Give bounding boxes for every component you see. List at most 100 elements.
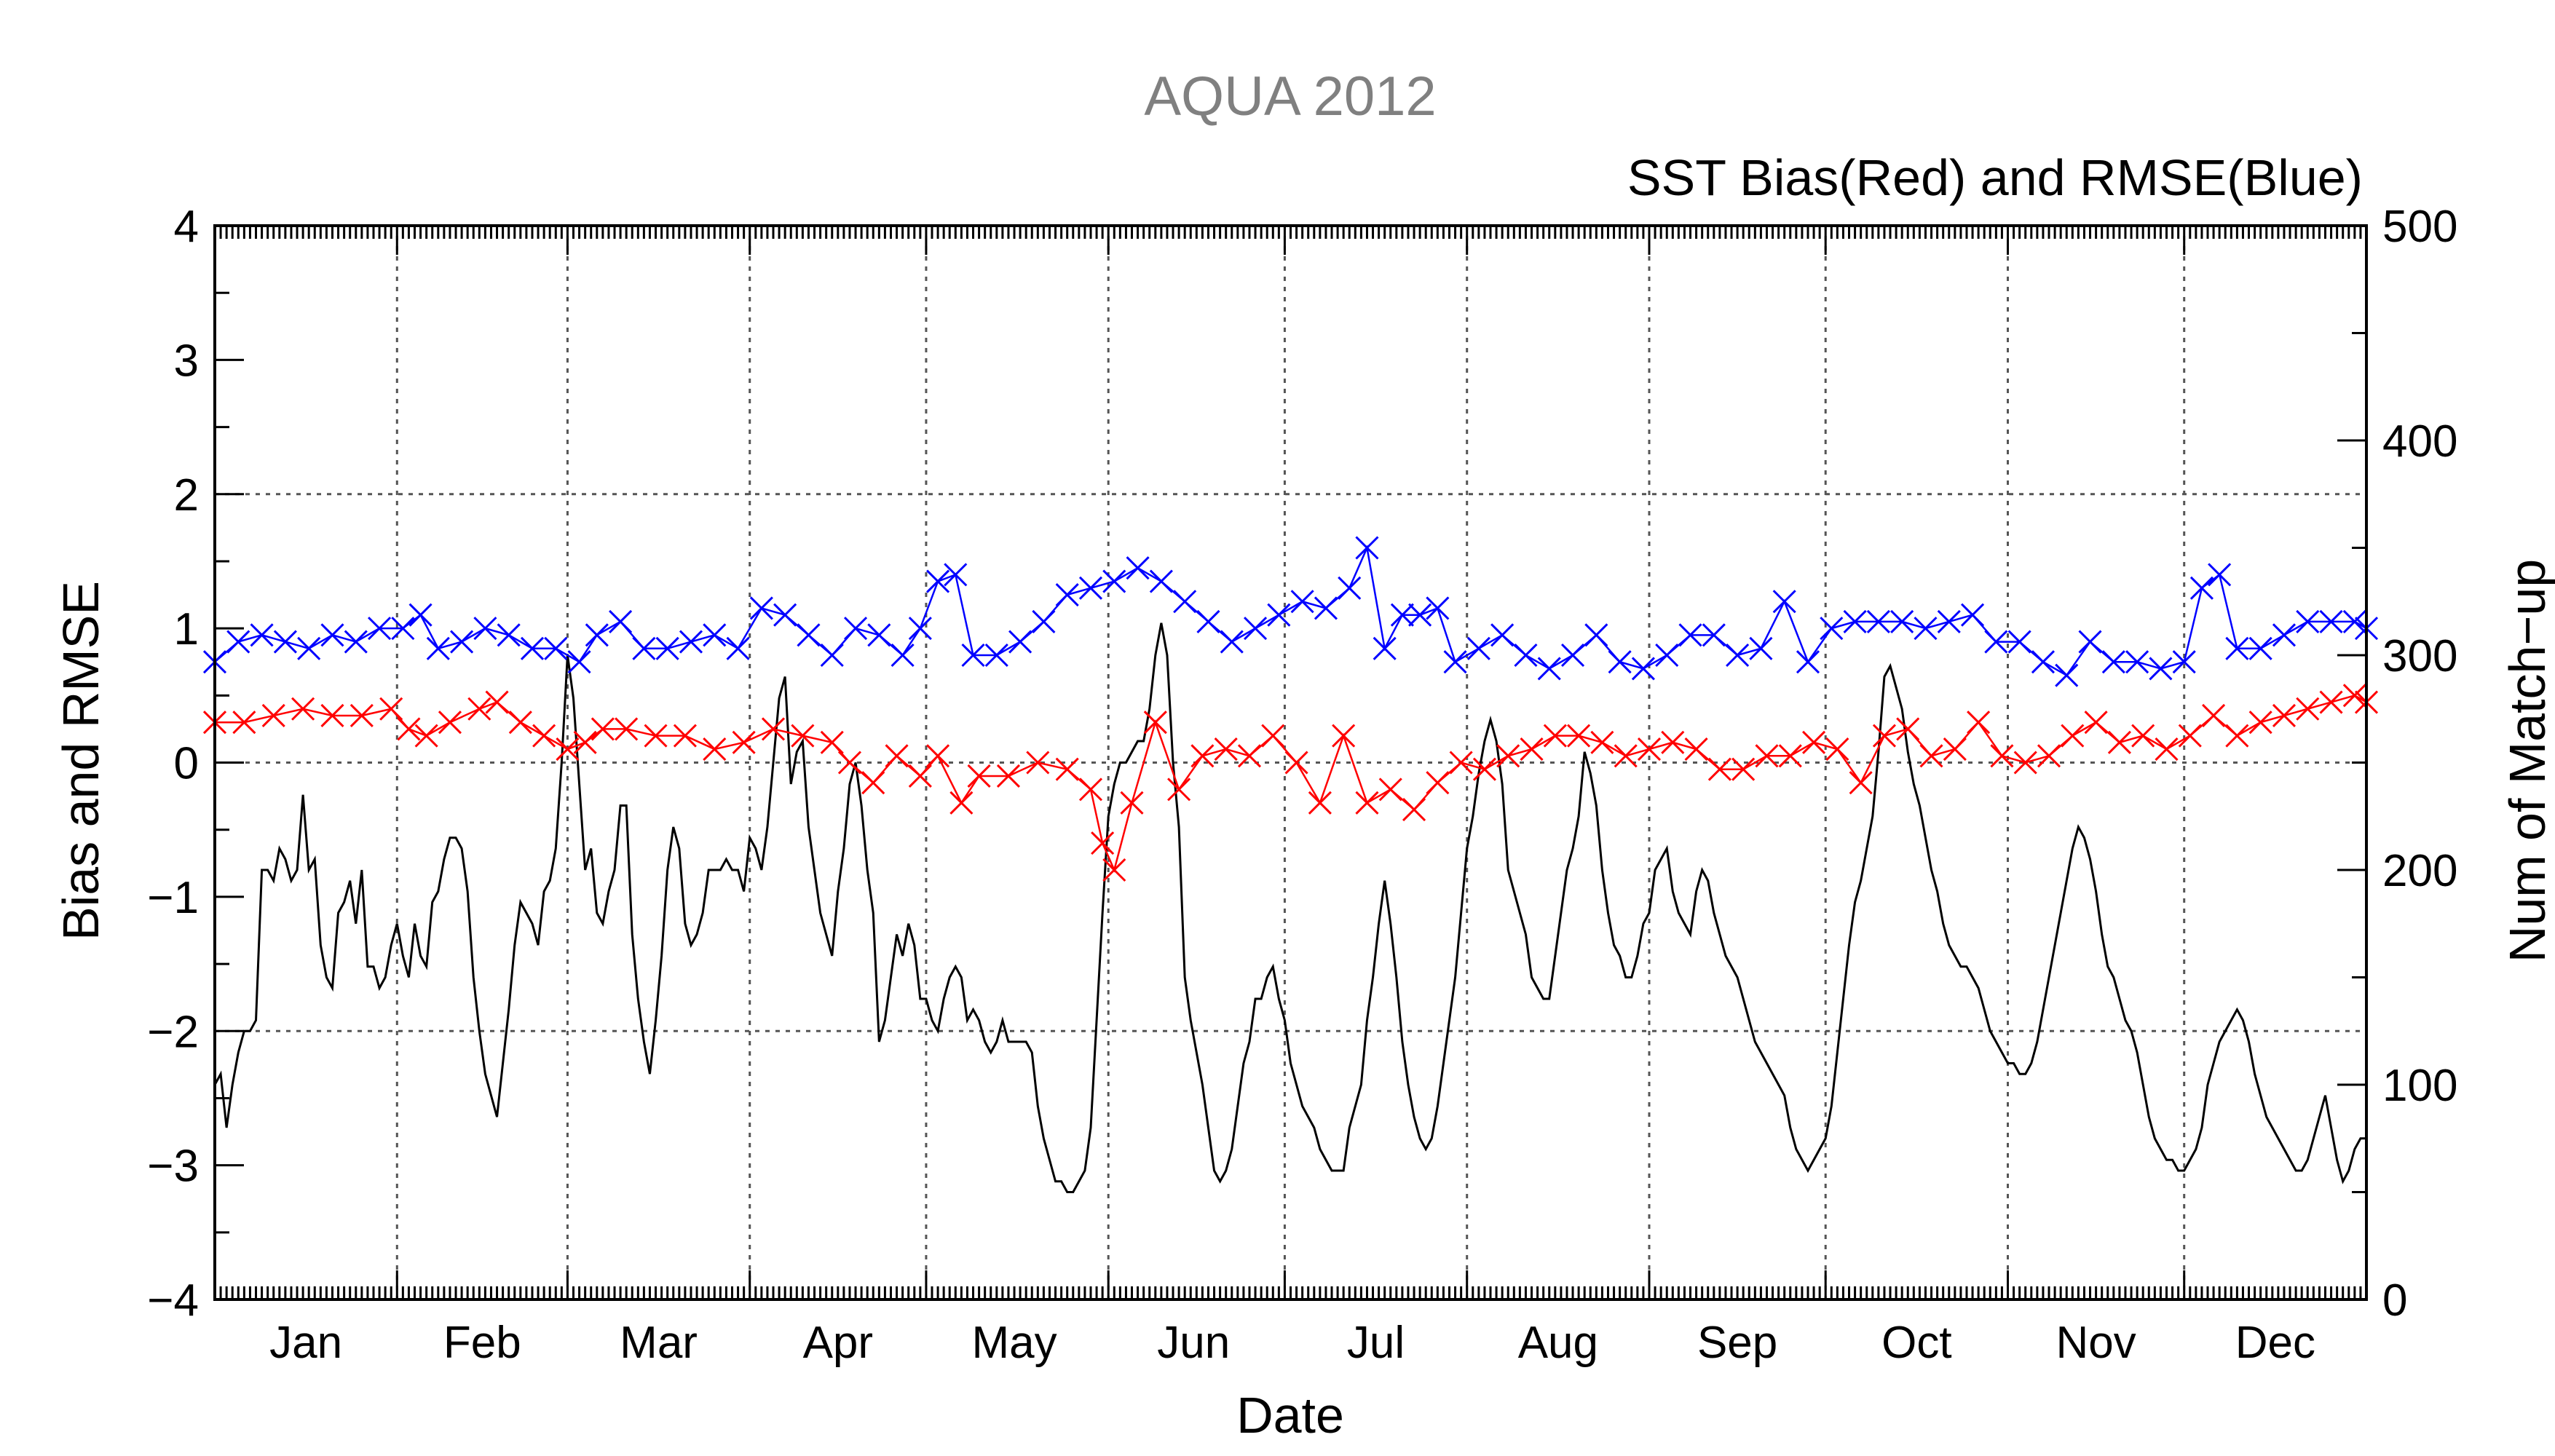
bias-point [1849, 771, 1873, 795]
rmse-point [891, 643, 915, 668]
rmse-point [679, 630, 703, 654]
bias-point [1237, 744, 1262, 768]
y-tick-label: −1 [147, 873, 199, 923]
rmse-point [2272, 623, 2297, 647]
rmse-point [520, 636, 545, 660]
y-tick-label: −4 [147, 1275, 199, 1326]
x-tick-label: Dec [2235, 1318, 2315, 1368]
rmse-point [450, 630, 474, 654]
bias-point [2225, 724, 2249, 748]
bias-point [2202, 703, 2226, 728]
bias-point [820, 730, 844, 754]
bias-point [2178, 724, 2202, 748]
bias-point [485, 690, 509, 714]
rmse-point [926, 569, 950, 593]
bias-point [1261, 724, 1285, 748]
series-num-of-match-up [213, 622, 2366, 1193]
x-tick-label: Mar [620, 1318, 698, 1368]
x-tick-label: Jan [269, 1318, 342, 1368]
rmse-point [2189, 576, 2214, 600]
rmse-point [1102, 569, 1126, 593]
rmse-point [1373, 636, 1397, 660]
bias-point [573, 730, 597, 754]
bias-point [2296, 697, 2320, 721]
bias-point [232, 711, 256, 735]
bias-point [1614, 744, 1638, 768]
rmse-point [1584, 623, 1608, 647]
rmse-point [1390, 603, 1414, 627]
rmse-point [1290, 590, 1314, 614]
rmse-point [609, 609, 633, 633]
rmse-point [1631, 657, 1655, 681]
series-sst-bias [202, 684, 2379, 882]
bias-point [2084, 711, 2108, 735]
rmse-point [368, 617, 392, 641]
x-tick-label: May [971, 1318, 1057, 1368]
bias-point [508, 711, 532, 735]
bias-point [885, 744, 909, 768]
axis-tick-labels: Jan Feb Mar Apr May Jun Jul Aug Sep Oct Nov Dec −4 −3… [147, 202, 2457, 1368]
rmse-point [1960, 603, 1985, 627]
bias-point [2319, 690, 2343, 714]
rmse-point [2125, 650, 2149, 674]
bias-point [1684, 737, 1708, 761]
bias-point [2155, 737, 2179, 761]
x-tick-label: Jul [1347, 1318, 1405, 1368]
rmse-point [1914, 617, 1938, 641]
grid [215, 226, 2366, 1299]
rmse-point [797, 623, 821, 647]
count-line [213, 622, 2366, 1193]
bias-point [532, 724, 556, 748]
bias-point [1637, 737, 1662, 761]
rmse-point [1055, 582, 1079, 607]
bias-point [1355, 791, 1379, 815]
bias-point [438, 711, 462, 735]
bias-point [2061, 724, 2085, 748]
bias-point [1543, 724, 1567, 748]
rmse-point [2296, 609, 2320, 633]
rmse-point [1173, 590, 1197, 614]
rmse-point [961, 643, 985, 668]
rmse-point [1149, 569, 1173, 593]
bias-point [1967, 711, 1991, 735]
rmse-point [1243, 617, 1268, 641]
rmse-point [1220, 630, 1244, 654]
bias-point [556, 737, 580, 761]
rmse-point [908, 617, 932, 641]
x-tick-label: Jun [1157, 1318, 1230, 1368]
bias-point [414, 724, 438, 748]
rmse-point [726, 636, 750, 660]
rmse-point [2225, 636, 2249, 660]
bias-point [1284, 751, 1308, 775]
rmse-point [2248, 636, 2272, 660]
bias-point [926, 744, 950, 768]
rmse-point [567, 650, 591, 674]
rmse-point [408, 603, 433, 627]
rmse-point [320, 623, 344, 647]
y2-axis-label: Num of Match−up [2499, 559, 2555, 962]
rmse-point [1408, 603, 1432, 627]
rmse-point [773, 603, 797, 627]
rmse-point [749, 596, 773, 620]
rmse-point [1196, 609, 1220, 633]
bias-point [1872, 724, 1897, 748]
rmse-point [2319, 609, 2343, 633]
bias-point [291, 697, 315, 721]
rmse-point [1796, 650, 1820, 674]
y-tick-label: −2 [147, 1007, 199, 1057]
x-tick-label: Feb [443, 1318, 521, 1368]
bias-point [350, 703, 374, 728]
x-tick-label: Nov [2056, 1318, 2136, 1368]
y-tick-label: 2 [174, 470, 199, 521]
bias-point [1102, 858, 1126, 882]
bias-point [1919, 744, 1943, 768]
rmse-point [1267, 603, 1291, 627]
rmse-point [1490, 623, 1515, 647]
bias-point [1308, 791, 1332, 815]
bias-point [1449, 751, 1473, 775]
bias-point [1378, 778, 1402, 802]
bias-point [320, 703, 344, 728]
rmse-point [1890, 609, 1914, 633]
bias-point [1120, 791, 1144, 815]
